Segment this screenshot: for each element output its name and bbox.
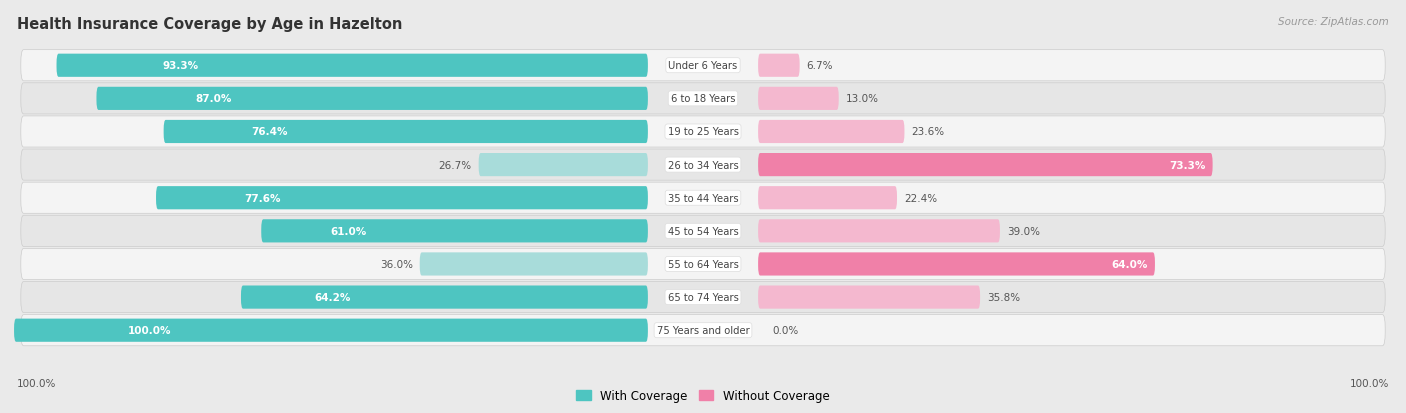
FancyBboxPatch shape — [758, 187, 897, 210]
FancyBboxPatch shape — [21, 83, 1385, 115]
FancyBboxPatch shape — [21, 249, 1385, 280]
Text: Source: ZipAtlas.com: Source: ZipAtlas.com — [1278, 17, 1389, 26]
Text: 100.0%: 100.0% — [17, 378, 56, 388]
FancyBboxPatch shape — [240, 286, 648, 309]
Text: 6.7%: 6.7% — [807, 61, 832, 71]
FancyBboxPatch shape — [262, 220, 648, 243]
FancyBboxPatch shape — [21, 150, 1385, 181]
FancyBboxPatch shape — [156, 187, 648, 210]
FancyBboxPatch shape — [420, 253, 648, 276]
Text: 87.0%: 87.0% — [195, 94, 232, 104]
Text: 73.3%: 73.3% — [1170, 160, 1206, 170]
FancyBboxPatch shape — [758, 121, 904, 144]
FancyBboxPatch shape — [478, 154, 648, 177]
Text: 61.0%: 61.0% — [330, 226, 367, 236]
FancyBboxPatch shape — [21, 216, 1385, 247]
Text: 76.4%: 76.4% — [250, 127, 287, 137]
Text: 75 Years and older: 75 Years and older — [657, 325, 749, 335]
Text: 26.7%: 26.7% — [439, 160, 472, 170]
FancyBboxPatch shape — [163, 121, 648, 144]
Text: 35 to 44 Years: 35 to 44 Years — [668, 193, 738, 203]
Text: 93.3%: 93.3% — [163, 61, 200, 71]
Text: 23.6%: 23.6% — [911, 127, 945, 137]
FancyBboxPatch shape — [758, 154, 1212, 177]
FancyBboxPatch shape — [21, 50, 1385, 82]
FancyBboxPatch shape — [21, 282, 1385, 313]
FancyBboxPatch shape — [97, 88, 648, 111]
Text: Health Insurance Coverage by Age in Hazelton: Health Insurance Coverage by Age in Haze… — [17, 17, 402, 31]
Text: 100.0%: 100.0% — [128, 325, 172, 335]
Text: 64.0%: 64.0% — [1112, 259, 1149, 269]
Text: 6 to 18 Years: 6 to 18 Years — [671, 94, 735, 104]
FancyBboxPatch shape — [758, 253, 1154, 276]
Text: 0.0%: 0.0% — [772, 325, 799, 335]
FancyBboxPatch shape — [21, 183, 1385, 214]
FancyBboxPatch shape — [758, 88, 839, 111]
Text: 26 to 34 Years: 26 to 34 Years — [668, 160, 738, 170]
Text: 36.0%: 36.0% — [380, 259, 413, 269]
Legend: With Coverage, Without Coverage: With Coverage, Without Coverage — [572, 384, 834, 406]
Text: 100.0%: 100.0% — [1350, 378, 1389, 388]
Text: Under 6 Years: Under 6 Years — [668, 61, 738, 71]
FancyBboxPatch shape — [758, 55, 800, 78]
FancyBboxPatch shape — [14, 319, 648, 342]
FancyBboxPatch shape — [758, 286, 980, 309]
Text: 77.6%: 77.6% — [245, 193, 281, 203]
Text: 35.8%: 35.8% — [987, 292, 1021, 302]
Text: 22.4%: 22.4% — [904, 193, 936, 203]
FancyBboxPatch shape — [758, 220, 1000, 243]
Text: 45 to 54 Years: 45 to 54 Years — [668, 226, 738, 236]
Text: 55 to 64 Years: 55 to 64 Years — [668, 259, 738, 269]
Text: 65 to 74 Years: 65 to 74 Years — [668, 292, 738, 302]
Text: 39.0%: 39.0% — [1007, 226, 1040, 236]
Text: 64.2%: 64.2% — [314, 292, 350, 302]
FancyBboxPatch shape — [21, 116, 1385, 148]
Text: 19 to 25 Years: 19 to 25 Years — [668, 127, 738, 137]
FancyBboxPatch shape — [56, 55, 648, 78]
FancyBboxPatch shape — [21, 315, 1385, 346]
Text: 13.0%: 13.0% — [845, 94, 879, 104]
